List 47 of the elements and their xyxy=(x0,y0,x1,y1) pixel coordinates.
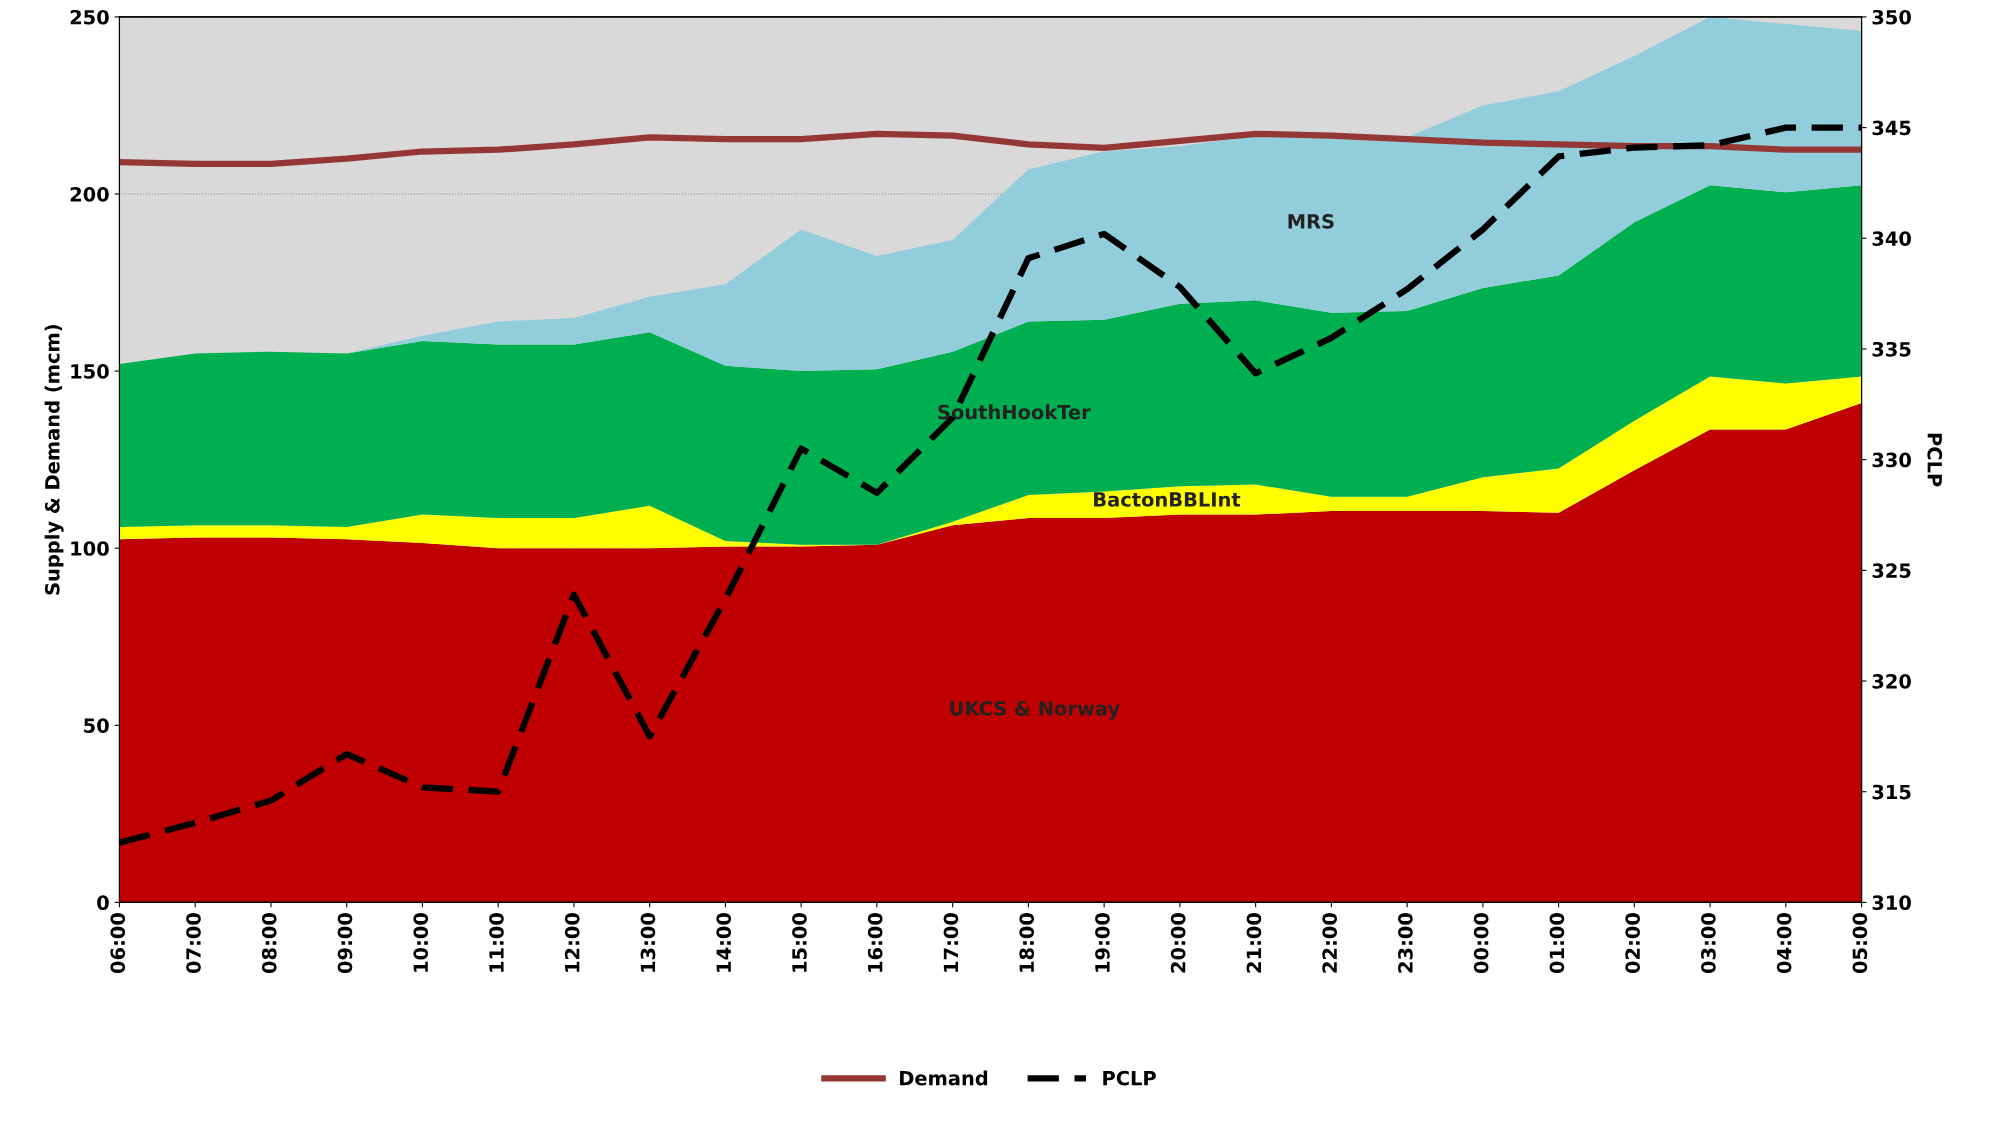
x-tick-label: 11:00 xyxy=(489,913,504,972)
x-tick-label: 00:00 xyxy=(1473,913,1489,974)
x-tick-label: 07:00 xyxy=(186,913,201,974)
x-tick-label: 21:00 xyxy=(1246,913,1262,973)
series-label: BactonBBLInt xyxy=(1094,492,1241,507)
x-tick-label: 23:00 xyxy=(1398,913,1413,973)
x-tick-label: 16:00 xyxy=(867,913,883,972)
legend-label: Demand xyxy=(900,1070,988,1086)
x-tick-label: 03:00 xyxy=(1701,913,1716,974)
x-tick-label: 19:00 xyxy=(1095,913,1110,972)
x-tick-label: 17:00 xyxy=(943,913,959,972)
x-tick-label: 04:00 xyxy=(1776,913,1792,974)
x-tick-label: 05:00 xyxy=(1852,913,1868,974)
x-tick-label: 08:00 xyxy=(261,913,277,974)
x-tick-label: 06:00 xyxy=(110,913,126,974)
x-tick-label: 12:00 xyxy=(564,913,580,972)
x-tick-label: 14:00 xyxy=(716,913,732,972)
y2-tick-label: 340 xyxy=(1872,231,1911,246)
y-tick-label: 150 xyxy=(71,364,109,379)
y2-tick-label: 315 xyxy=(1872,784,1911,800)
x-tick-label: 20:00 xyxy=(1170,913,1186,973)
y-tick-label: 100 xyxy=(71,541,109,556)
x-tick-label: 01:00 xyxy=(1549,913,1565,974)
x-tick-label: 22:00 xyxy=(1322,913,1338,973)
series-label: UKCS & Norway xyxy=(950,701,1120,720)
y-axis-title: Supply & Demand (mcm) xyxy=(44,325,64,595)
x-tick-label: 13:00 xyxy=(640,913,656,972)
y2-axis-title: PCLP xyxy=(1927,433,1943,487)
y2-tick-label: 310 xyxy=(1872,895,1911,911)
y-tick-label: 50 xyxy=(84,718,109,733)
x-tick-label: 02:00 xyxy=(1625,913,1640,974)
y2-tick-label: 320 xyxy=(1872,673,1911,689)
series-label: MRS xyxy=(1288,214,1334,229)
y2-tick-label: 330 xyxy=(1872,452,1911,468)
y2-tick-label: 345 xyxy=(1872,120,1911,136)
x-tick-label: 18:00 xyxy=(1019,913,1035,972)
y-tick-label: 250 xyxy=(70,9,109,25)
legend-label: PCLP xyxy=(1103,1070,1156,1086)
x-tick-label: 15:00 xyxy=(792,913,807,972)
x-tick-label: 10:00 xyxy=(413,913,429,972)
y2-tick-label: 335 xyxy=(1872,341,1911,357)
series-label: SouthHookTer xyxy=(938,404,1091,420)
y2-tick-label: 350 xyxy=(1872,9,1911,25)
y2-tick-label: 325 xyxy=(1872,563,1911,579)
y-tick-label: 0 xyxy=(97,895,109,911)
x-tick-label: 09:00 xyxy=(337,913,353,974)
y-tick-label: 200 xyxy=(70,186,109,202)
